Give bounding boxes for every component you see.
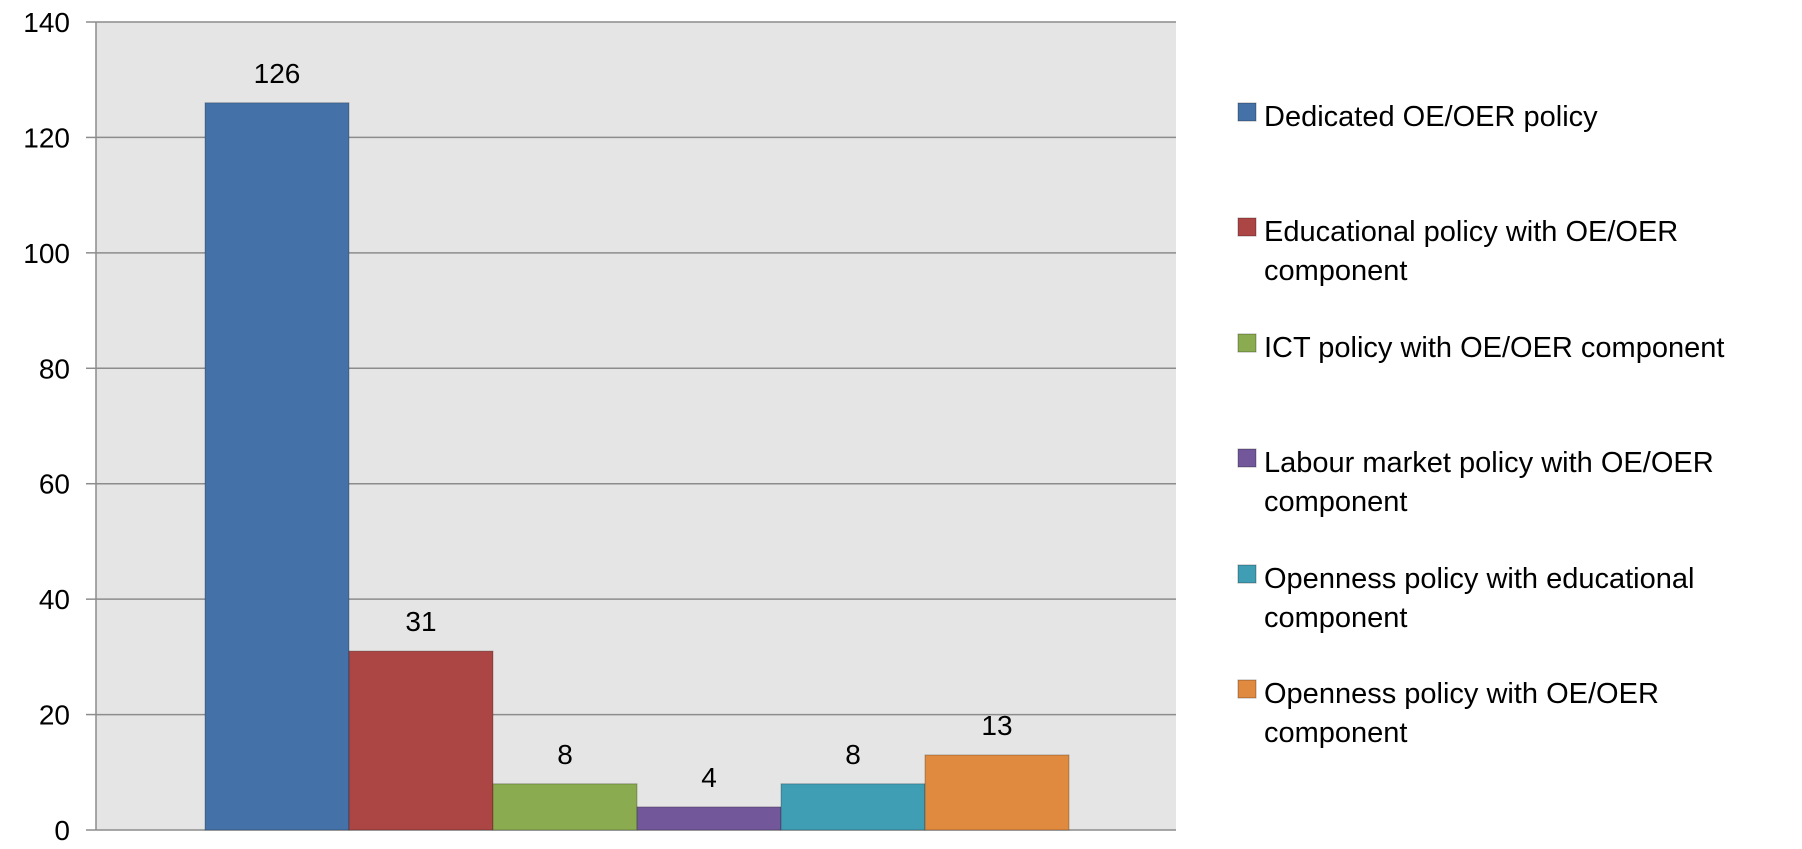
bar <box>924 754 1070 831</box>
bar-value-label: 8 <box>557 739 573 770</box>
legend-label: Openness policy with educational <box>1264 563 1694 595</box>
legend-label: Labour market policy with OE/OER <box>1264 447 1714 479</box>
legend-label: ICT policy with OE/OER component <box>1264 332 1724 364</box>
legend-label: component <box>1264 255 1408 287</box>
legend-label: component <box>1264 486 1408 518</box>
legend-swatch <box>1237 217 1257 237</box>
y-tick-label: 60 <box>39 469 70 500</box>
y-axis: 0 20 40 60 80 100 120 140 <box>23 7 97 846</box>
legend-swatch <box>1237 564 1257 584</box>
bar <box>348 650 494 831</box>
y-tick-label: 120 <box>23 122 70 153</box>
legend-label: component <box>1264 602 1408 634</box>
legend-label: Dedicated OE/OER policy <box>1264 101 1598 133</box>
legend-label: Educational policy with OE/OER <box>1264 216 1678 248</box>
y-tick-label: 40 <box>39 584 70 615</box>
data-labels: 126 31 8 4 8 13 <box>254 58 1013 793</box>
bar-value-label: 4 <box>701 762 717 793</box>
y-tick-label: 100 <box>23 238 70 269</box>
bar-value-label: 31 <box>405 606 436 637</box>
legend-swatch <box>1237 448 1257 468</box>
bar-value-label: 13 <box>981 710 1012 741</box>
legend-swatch <box>1237 102 1257 122</box>
legend-label: component <box>1264 717 1408 749</box>
bar <box>492 783 638 831</box>
legend-label: Openness policy with OE/OER <box>1264 678 1659 710</box>
bar-value-label: 8 <box>845 739 861 770</box>
bar-value-label: 126 <box>254 58 301 89</box>
bar <box>780 783 926 831</box>
bar <box>204 102 350 831</box>
legend-swatch <box>1237 333 1257 353</box>
bars <box>204 102 1070 831</box>
legend: Dedicated OE/OER policy Educational polic… <box>1237 101 1724 749</box>
y-tick-label: 140 <box>23 7 70 38</box>
y-tick-label: 20 <box>39 700 70 731</box>
legend-swatch <box>1237 679 1257 699</box>
y-tick-label: 80 <box>39 353 70 384</box>
bar <box>636 806 782 831</box>
y-tick-label: 0 <box>54 815 70 844</box>
